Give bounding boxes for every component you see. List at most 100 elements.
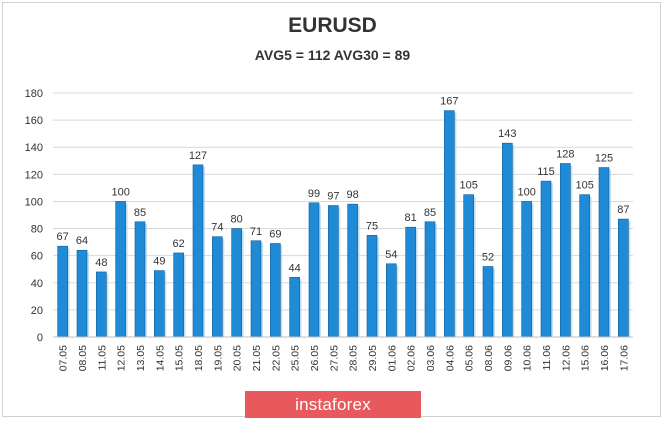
x-tick-label: 07.05 [58,345,70,371]
chart-subtitle: AVG5 = 112 AVG30 = 89 [254,47,411,63]
x-tick-label: 02.06 [406,345,418,371]
bar [482,266,494,338]
bar [270,243,281,338]
data-label: 85 [134,207,146,219]
data-label: 52 [482,252,494,264]
bar [618,218,629,338]
data-label: 127 [189,150,207,162]
y-tick-label: 160 [25,115,43,127]
x-tick-label: 26.05 [309,345,321,371]
data-label: 49 [153,256,165,268]
y-tick-label: 140 [25,142,43,154]
x-tick-label: 12.05 [116,345,128,371]
x-tick-label: 27.05 [328,345,340,371]
x-tick-label: 15.05 [174,345,186,371]
data-label: 81 [405,212,417,224]
bar [134,221,146,338]
data-label: 71 [250,226,262,238]
data-label: 48 [95,257,107,269]
y-tick-label: 180 [25,88,43,100]
x-tick-label: 05.06 [464,345,476,371]
x-tick-label: 09.06 [502,345,514,371]
bar [76,249,88,338]
data-label: 128 [556,148,574,160]
x-tick-label: 19.05 [212,345,224,371]
bar [405,226,416,338]
bar [115,201,126,338]
data-label: 125 [595,153,613,165]
x-tick-label: 08.05 [77,345,89,371]
data-label: 69 [269,228,281,240]
bar [579,194,590,338]
data-label: 115 [537,166,555,178]
bar [212,236,223,338]
x-tick-label: 08.06 [483,345,495,371]
data-label: 143 [498,128,516,140]
x-tick-label: 25.05 [290,345,302,371]
bar [444,110,455,338]
data-label: 98 [347,189,359,201]
bar [598,167,610,338]
data-label: 54 [385,249,397,261]
bar [289,277,300,338]
data-label: 100 [111,186,129,198]
bar [366,235,378,338]
data-label: 105 [459,180,477,192]
data-label: 87 [617,204,629,216]
data-label: 44 [289,262,301,274]
bar [154,270,165,338]
data-label: 75 [366,220,378,232]
bar [308,202,320,338]
x-tick-label: 29.05 [367,345,379,371]
y-tick-label: 120 [25,169,43,181]
data-label: 64 [76,235,88,247]
bar [424,221,436,338]
y-tick-label: 40 [31,278,43,290]
x-tick-label: 11.05 [96,345,108,371]
x-tick-label: 28.05 [348,345,360,371]
bar [96,271,107,338]
data-label: 74 [211,222,223,234]
x-tick-label: 03.06 [425,345,437,371]
x-tick-label: 22.05 [270,345,282,371]
bar [521,201,532,338]
bar [328,205,339,338]
x-tick-label: 14.05 [154,345,166,371]
bar [173,252,184,338]
bar [231,228,242,338]
x-tick-label: 04.06 [444,345,456,371]
y-tick-label: 20 [31,305,43,317]
bar [57,245,68,338]
y-tick-label: 60 [31,251,43,263]
data-label: 67 [57,231,69,243]
x-tick-label: 12.06 [560,345,572,371]
data-label: 80 [231,214,243,226]
x-tick-label: 16.06 [599,345,611,371]
data-label: 62 [173,238,185,250]
x-tick-label: 21.05 [251,345,263,371]
bar [192,164,204,338]
bar [386,263,397,338]
data-label: 99 [308,188,320,200]
x-tick-label: 01.06 [386,345,398,371]
x-tick-label: 13.05 [135,345,147,371]
instaforex-watermark: instaforex [245,391,421,418]
bar [502,142,513,338]
x-tick-label: 11.06 [541,345,553,371]
data-label: 97 [327,191,339,203]
y-tick-label: 0 [37,332,43,344]
x-tick-label: 20.05 [232,345,244,371]
x-tick-label: 17.06 [618,345,630,371]
bar [250,240,262,338]
chart-title: EURUSD [288,14,377,37]
x-tick-label: 10.06 [522,345,534,371]
x-tick-label: 18.05 [193,345,205,371]
y-tick-label: 80 [31,224,43,236]
data-label: 100 [517,186,535,198]
data-label: 105 [575,180,593,192]
bar [540,180,552,338]
data-label: 167 [440,96,458,108]
y-tick-label: 100 [25,196,43,208]
bar [347,203,358,338]
